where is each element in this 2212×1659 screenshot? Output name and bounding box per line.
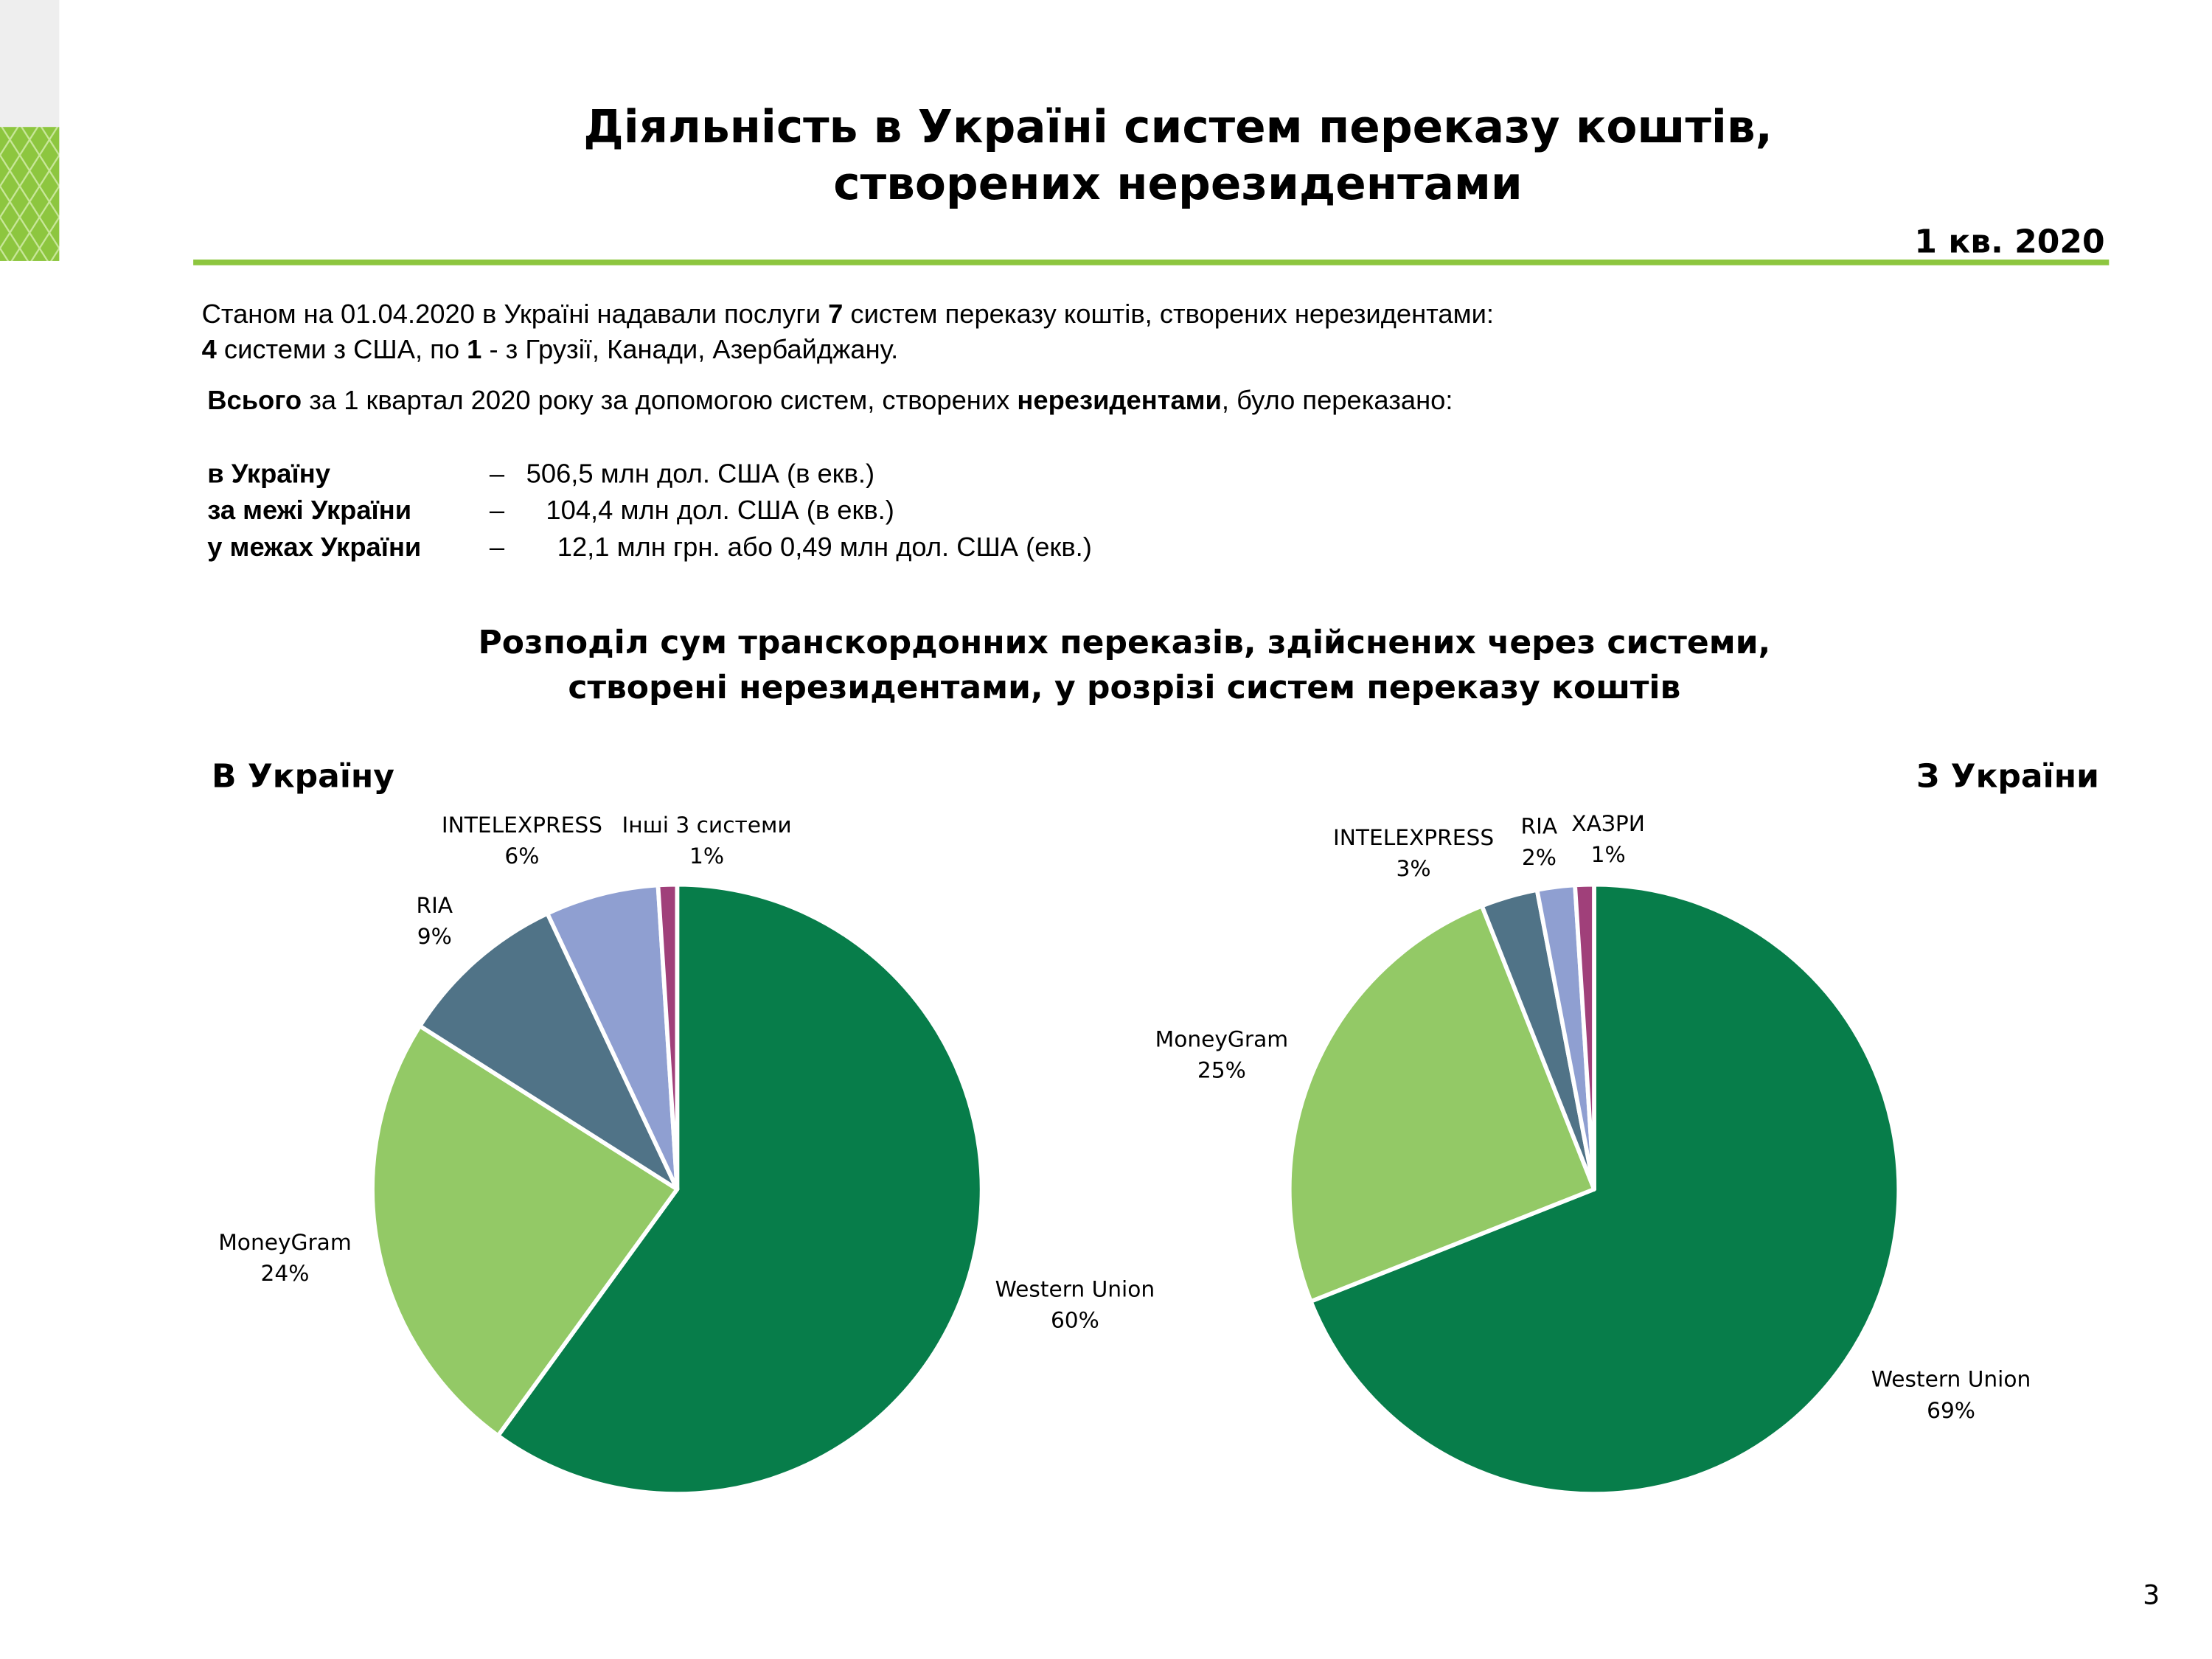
total-label: у межах України (207, 532, 421, 562)
section-title: Розподіл сум транскордонних переказів, з… (478, 624, 1770, 661)
text-run: , було переказано: (1222, 385, 1453, 415)
slice-label: INTELEXPRESS (442, 812, 602, 838)
total-label: в Україну (207, 458, 330, 488)
slice-value: 9% (417, 923, 452, 949)
pie-slice (545, 883, 680, 1192)
pie-slice (417, 911, 680, 1192)
text-run: 4 (202, 334, 218, 364)
slice-value: 2% (1522, 844, 1557, 870)
period: 1 кв. 2020 (1914, 223, 2104, 260)
text-run: систем переказу коштів, створених нерези… (843, 299, 1494, 329)
text-run: Всього (207, 385, 302, 415)
total-dash: – (490, 532, 505, 562)
slice-label: RIA (416, 892, 453, 918)
paragraph: 4 системи з США, по 1 - з Грузії, Канади… (202, 334, 899, 364)
total-value: 506,5 млн дол. США (в екв.) (526, 458, 874, 488)
pie-slice (1287, 903, 1596, 1304)
total-dash: – (490, 458, 505, 488)
text-run: 7 (828, 299, 843, 329)
slice-label: Інші 3 системи (622, 812, 791, 838)
slice-label: ХАЗРИ (1571, 810, 1645, 836)
pie-slice (655, 882, 680, 1192)
total-value: 12,1 млн грн. або 0,49 млн дол. США (екв… (557, 532, 1092, 562)
slice-value: 69% (1927, 1397, 1975, 1423)
text-run: Станом на 01.04.2020 в Україні надавали … (202, 299, 828, 329)
section-title: створені нерезидентами, у розрізі систем… (568, 669, 1680, 706)
text-run: 1 (467, 334, 481, 364)
slice-value: 3% (1397, 855, 1431, 881)
text-run: за 1 квартал 2020 року за допомогою сист… (302, 385, 1017, 415)
pie-slice (1573, 882, 1596, 1192)
total-dash: – (490, 495, 505, 525)
slice-label: Western Union (1871, 1366, 2031, 1392)
slice-value: 6% (504, 843, 539, 869)
chart-title: В Україну (212, 758, 394, 796)
slice-label: MoneyGram (1155, 1026, 1288, 1052)
text-run: системи з США, по (217, 334, 467, 364)
paragraph: Станом на 01.04.2020 в Україні надавали … (202, 299, 1494, 329)
pie-slice (1308, 882, 1902, 1497)
text-run: - з Грузії, Канади, Азербайджану. (481, 334, 898, 364)
slice-value: 60% (1051, 1307, 1099, 1332)
slice-value: 1% (1591, 841, 1626, 867)
text-run: нерезидентами (1017, 385, 1221, 415)
title: створених нерезидентами (833, 158, 1523, 210)
total-label: за межі України (207, 495, 411, 525)
slice-value: 25% (1197, 1057, 1246, 1083)
slice-label: RIA (1521, 813, 1558, 839)
total-value: 104,4 млн дол. США (в екв.) (546, 495, 894, 525)
slice-label: INTELEXPRESS (1333, 824, 1494, 850)
side-pattern (0, 127, 60, 261)
title: Діяльність в Україні систем переказу кош… (583, 101, 1773, 153)
slice-value: 24% (261, 1260, 310, 1286)
chart-title: З України (1916, 758, 2099, 796)
pie-slice (370, 1023, 680, 1439)
side-strip (0, 0, 60, 128)
paragraph: Всього за 1 квартал 2020 року за допомог… (207, 385, 1453, 415)
page-number: 3 (2143, 1579, 2160, 1610)
slice-value: 1% (689, 843, 724, 869)
slice-label: MoneyGram (218, 1229, 351, 1255)
slice-label: Western Union (995, 1276, 1155, 1301)
pie-slice (495, 882, 984, 1496)
